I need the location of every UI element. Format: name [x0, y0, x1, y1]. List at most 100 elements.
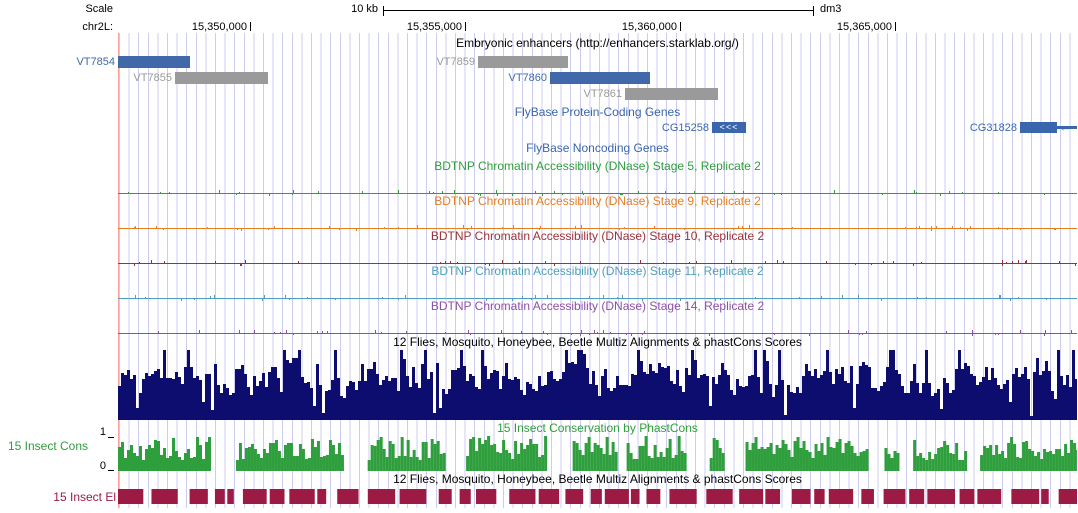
bdtnp-signal-tick [416, 225, 418, 228]
bdtnp-signal-line[interactable] [118, 298, 1077, 299]
bdtnp-signal-tick [630, 333, 632, 336]
bdtnp-signal-tick [948, 191, 950, 193]
bdtnp-signal-tick [280, 332, 282, 333]
bdtnp-signal-tick [719, 298, 721, 300]
bdtnp-signal-tick [886, 193, 888, 194]
chromosome-label: chr2L: [82, 21, 113, 33]
bdtnp-signal-tick [297, 261, 299, 263]
bdtnp-signal-tick [219, 190, 221, 193]
bdtnp-signal-tick [546, 333, 548, 335]
bdtnp-signal-line[interactable] [118, 193, 1077, 194]
bdtnp-track-title[interactable]: BDTNP Chromatin Accessibility (DNase) St… [430, 299, 765, 313]
bdtnp-signal-tick [638, 191, 640, 193]
bdtnp-signal-tick [1005, 262, 1007, 263]
bdtnp-signal-tick [919, 226, 921, 228]
enhancer-VT7859[interactable] [478, 56, 568, 68]
bdtnp-signal-tick [580, 333, 582, 336]
bdtnp-signal-tick [621, 193, 623, 195]
enhancer-VT7854[interactable] [118, 56, 191, 68]
bdtnp-signal-tick [946, 333, 948, 334]
bdtnp-signal-tick [782, 228, 784, 230]
bdtnp-track-title[interactable]: BDTNP Chromatin Accessibility (DNase) St… [434, 194, 761, 208]
bdtnp-signal-line[interactable] [118, 228, 1077, 229]
bdtnp-signal-tick [694, 191, 696, 193]
gene-CG31828[interactable] [1019, 122, 1057, 133]
elements-left-label[interactable]: 15 Insect El [53, 490, 116, 504]
bdtnp-signal-tick [680, 298, 682, 301]
bdtnp-signal-tick [619, 228, 620, 230]
bdtnp-signal-tick [826, 261, 828, 263]
bdtnp-signal-tick [244, 260, 246, 263]
bdtnp-signal-tick [540, 226, 542, 228]
grid-lines [118, 33, 1078, 508]
bdtnp-signal-tick [789, 263, 791, 264]
bdtnp-signal-tick [262, 298, 264, 301]
multiz-track-title[interactable]: 12 Flies, Mosquito, Honeybee, Beetle Mul… [393, 335, 802, 349]
elements-track-title[interactable]: 12 Flies, Mosquito, Honeybee, Beetle Mul… [393, 472, 802, 486]
elements-blocks-plot[interactable] [118, 489, 1077, 504]
bdtnp-signal-tick [921, 262, 923, 263]
bdtnp-signal-tick [582, 191, 584, 193]
bdtnp-signal-tick [356, 228, 358, 231]
bdtnp-signal-tick [696, 261, 698, 263]
bdtnp-signal-tick [169, 192, 171, 193]
bdtnp-track-title[interactable]: BDTNP Chromatin Accessibility (DNase) St… [431, 264, 764, 278]
bdtnp-signal-tick [847, 330, 849, 333]
conservation-axis-max-tick [108, 437, 114, 438]
bdtnp-signal-tick [776, 260, 778, 263]
enhancer-track-title[interactable]: Embryonic enhancers (http://enhancers.st… [456, 36, 739, 50]
bdtnp-signal-tick [773, 193, 775, 195]
bdtnp-signal-tick [469, 333, 471, 335]
bdtnp-signal-tick [238, 192, 240, 193]
bdtnp-signal-tick [857, 295, 859, 298]
bdtnp-signal-tick [794, 333, 796, 334]
bdtnp-signal-tick [163, 228, 165, 230]
bdtnp-signal-tick [535, 191, 537, 193]
gene-CG15258[interactable]: <<< [712, 122, 746, 133]
bdtnp-signal-tick [1018, 260, 1020, 263]
conservation-track-title[interactable]: 15 Insect Conservation by PhastCons [497, 421, 698, 435]
conservation-left-label[interactable]: 15 Insect Cons [7, 439, 88, 453]
bdtnp-signal-tick [174, 298, 176, 299]
bdtnp-signal-tick [1025, 260, 1027, 263]
bdtnp-signal-tick [502, 260, 504, 263]
bdtnp-track-title[interactable]: BDTNP Chromatin Accessibility (DNase) St… [434, 159, 761, 173]
ruler-tick [679, 22, 681, 31]
bdtnp-signal-tick [445, 261, 447, 263]
conservation-plot[interactable] [118, 436, 1077, 471]
bdtnp-signal-tick [512, 225, 514, 228]
bdtnp-signal-tick [597, 332, 599, 333]
bdtnp-signal-line[interactable] [118, 263, 1077, 264]
multiz-density-plot[interactable] [118, 350, 1077, 420]
enhancer-label: VT7854 [76, 56, 115, 68]
bdtnp-signal-tick [997, 192, 999, 193]
gene-strand-arrow-icon: ← [1058, 119, 1072, 134]
bdtnp-signal-tick [543, 331, 545, 333]
bdtnp-signal-tick [134, 295, 136, 298]
bdtnp-signal-tick [239, 263, 241, 266]
enhancer-VT7860[interactable] [550, 72, 651, 84]
bdtnp-signal-tick [489, 263, 491, 266]
bdtnp-signal-tick [432, 192, 434, 193]
ruler-tick-label: 15,350,000 [191, 21, 247, 33]
enhancer-VT7861[interactable] [625, 88, 719, 100]
bdtnp-signal-tick [398, 190, 400, 193]
enhancer-VT7855[interactable] [174, 72, 268, 84]
bdtnp-signal-tick [970, 226, 972, 228]
bdtnp-track-title[interactable]: BDTNP Chromatin Accessibility (DNase) St… [430, 229, 765, 243]
bdtnp-signal-tick [931, 228, 933, 231]
bdtnp-signal-tick [300, 193, 302, 194]
bdtnp-signal-tick [190, 298, 192, 299]
noncoding-genes-track-title[interactable]: FlyBase Noncoding Genes [526, 141, 669, 155]
bdtnp-signal-tick [329, 226, 331, 228]
bdtnp-signal-line[interactable] [118, 333, 1077, 334]
bdtnp-signal-tick [210, 296, 212, 298]
coding-genes-track-title[interactable]: FlyBase Protein-Coding Genes [514, 105, 681, 119]
conservation-axis-max: 1 [99, 426, 106, 438]
bdtnp-signal-tick [580, 330, 582, 333]
bdtnp-signal-tick [406, 331, 408, 333]
bdtnp-signal-tick [1010, 298, 1012, 301]
bdtnp-signal-tick [268, 228, 270, 230]
bdtnp-signal-tick [133, 227, 135, 228]
bdtnp-signal-tick [335, 298, 337, 300]
